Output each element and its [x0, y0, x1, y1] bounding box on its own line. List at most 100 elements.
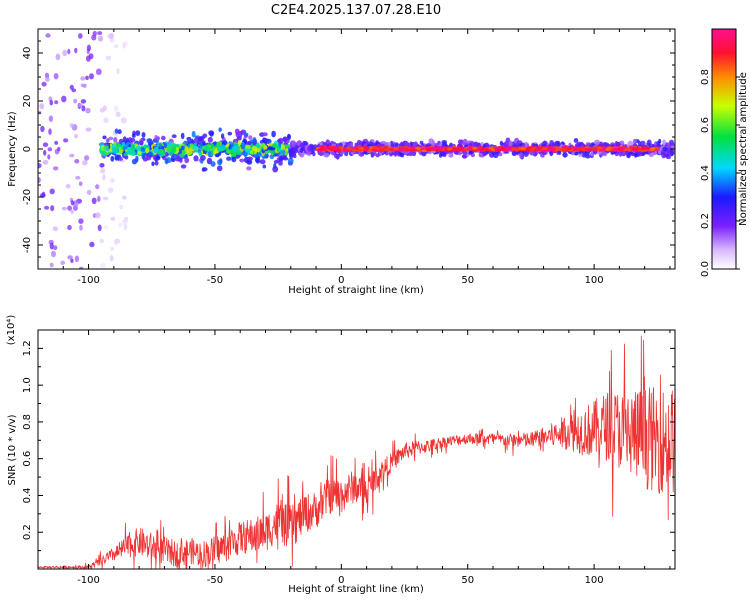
heatmap-cell	[558, 150, 562, 155]
heatmap-cell	[646, 139, 652, 147]
heatmap-cell	[562, 152, 568, 158]
heatmap-cell	[278, 160, 283, 166]
heatmap-cell	[462, 154, 468, 159]
heatmap-cell	[344, 151, 349, 157]
heatmap-cell	[400, 148, 406, 152]
heatmap-cell	[50, 205, 55, 212]
heatmap-cell	[632, 138, 638, 145]
heatmap-cell	[542, 146, 548, 151]
heatmap-cell	[440, 151, 446, 157]
heatmap-cell	[243, 151, 248, 157]
heatmap-cell	[489, 151, 495, 158]
heatmap-cell	[421, 149, 427, 153]
heatmap-cell	[192, 145, 198, 150]
heatmap-cell	[54, 100, 59, 105]
heatmap-cell	[508, 140, 513, 147]
heatmap-cell	[171, 134, 177, 139]
heatmap-cell	[194, 135, 199, 140]
heatmap-cell	[45, 77, 50, 82]
heatmap-cell	[546, 148, 552, 152]
heatmap-cell	[78, 33, 83, 39]
heatmap-cell	[278, 137, 284, 145]
heatmap-cell	[262, 132, 268, 137]
heatmap-cell	[572, 146, 578, 150]
y-tick-label: 40	[22, 47, 33, 60]
heatmap-cell	[567, 147, 573, 151]
heatmap-cell	[131, 133, 136, 138]
heatmap-cell	[240, 141, 245, 147]
heatmap-cell	[123, 223, 128, 231]
heatmap-cell	[48, 128, 52, 135]
heatmap-cell	[49, 188, 55, 195]
heatmap-cell	[282, 156, 289, 161]
heatmap-cell	[122, 195, 127, 200]
spectrogram-x-ticks: -100 -50 0 50 100	[37, 29, 671, 286]
heatmap-cell	[203, 144, 209, 152]
spectrogram-heatmap	[38, 30, 675, 269]
heatmap-cell	[47, 147, 53, 152]
heatmap-cell	[319, 147, 325, 151]
heatmap-cell	[469, 150, 473, 155]
snr-plot-area	[38, 330, 675, 569]
heatmap-cell	[110, 178, 115, 183]
heatmap-cell	[323, 152, 330, 158]
y-tick-label: -20	[22, 189, 33, 205]
heatmap-cell	[378, 147, 385, 151]
heatmap-cell	[70, 258, 74, 263]
heatmap-cell	[86, 189, 92, 196]
heatmap-cell	[49, 99, 54, 106]
heatmap-cell	[69, 123, 74, 128]
heatmap-cell	[112, 147, 118, 152]
heatmap-cell	[540, 153, 545, 158]
heatmap-cell	[186, 136, 192, 141]
x-tick-label: -100	[77, 575, 100, 586]
heatmap-cell	[239, 158, 245, 163]
heatmap-band	[314, 145, 660, 153]
heatmap-cell	[89, 73, 94, 80]
heatmap-band	[38, 30, 103, 269]
heatmap-cell	[180, 132, 185, 140]
heatmap-cell	[605, 148, 611, 152]
snr-y-multiplier: (x10⁴)	[6, 315, 17, 346]
heatmap-cell	[103, 224, 109, 230]
heatmap-cell	[57, 146, 61, 152]
heatmap-cell	[102, 196, 109, 201]
heatmap-cell	[42, 142, 49, 147]
heatmap-cell	[122, 136, 127, 143]
heatmap-cell	[105, 55, 112, 61]
heatmap-cell	[51, 250, 56, 258]
heatmap-cell	[141, 147, 146, 152]
heatmap-cell	[151, 161, 155, 167]
heatmap-cell	[199, 142, 204, 147]
x-tick-label: 100	[585, 575, 604, 586]
y-tick-label: 0.8	[22, 414, 33, 430]
x-tick-label: 0	[338, 275, 344, 286]
heatmap-cell	[284, 144, 289, 149]
heatmap-cell	[278, 156, 284, 162]
colorbar-tick-label: 0.4	[700, 165, 711, 181]
y-tick-label: 0	[22, 146, 33, 152]
heatmap-cell	[116, 68, 120, 74]
spectrogram-x-axis-label: Height of straight line (km)	[288, 285, 424, 296]
heatmap-cell	[43, 149, 47, 156]
heatmap-cell	[53, 245, 58, 251]
heatmap-cell	[113, 137, 118, 143]
heatmap-cell	[117, 129, 122, 135]
heatmap-cell	[661, 151, 666, 159]
heatmap-cell	[525, 147, 531, 151]
heatmap-cell	[191, 130, 196, 138]
heatmap-cell	[47, 154, 51, 160]
heatmap-cell	[99, 107, 105, 113]
heatmap-cell	[121, 141, 126, 147]
heatmap-cell	[71, 88, 77, 93]
y-tick-label: 1.0	[22, 377, 33, 393]
heatmap-cell	[49, 262, 54, 268]
heatmap-cell	[95, 184, 100, 190]
heatmap-cell	[392, 146, 398, 151]
heatmap-cell	[164, 158, 169, 165]
heatmap-cell	[62, 49, 67, 57]
x-tick-label: -100	[77, 275, 100, 286]
heatmap-cell	[114, 238, 121, 244]
heatmap-cell	[307, 145, 312, 152]
